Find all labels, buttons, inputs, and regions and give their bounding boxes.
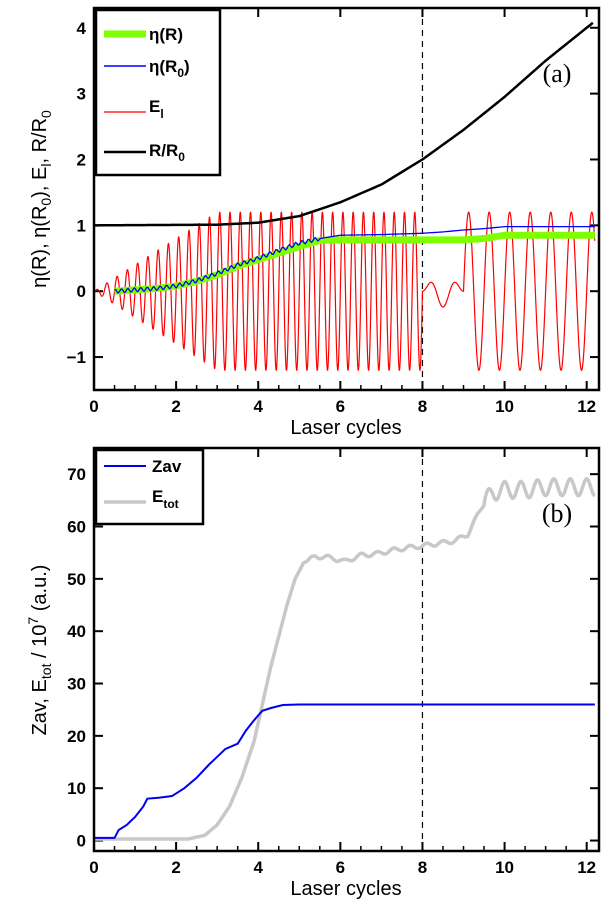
series-zav-line	[94, 703, 595, 839]
series-eta-r0-line	[114, 226, 595, 294]
panel-b-y-axis-label: Zav, Etot / 107 (a.u.)	[25, 565, 54, 736]
x-tick-label: 10	[495, 858, 514, 877]
panel-b-ticks: 0 2 4 6 8 10 12 0 10 20 30 40 50 60 70	[67, 448, 599, 877]
series-r-over-r0-line	[94, 21, 594, 227]
panel-b-legend-box	[94, 448, 205, 526]
x-tick-label: 10	[495, 397, 514, 416]
y-tick-label: 30	[67, 675, 86, 694]
x-tick-label: 12	[577, 858, 596, 877]
panel-a-x-axis-label: Laser cycles	[290, 417, 401, 439]
y-tick-label: 20	[67, 727, 86, 746]
panel-a-label: (a)	[543, 59, 572, 88]
x-tick-label: 2	[171, 858, 180, 877]
panel-b-x-axis-label: Laser cycles	[290, 878, 401, 900]
x-tick-label: 0	[89, 397, 98, 416]
y-tick-label: 0	[77, 832, 86, 851]
y-tick-label: 50	[67, 570, 86, 589]
x-tick-label: 4	[253, 397, 263, 416]
y-tick-label: −1	[67, 348, 86, 367]
y-tick-label: 0	[77, 282, 86, 301]
y-tick-label: 40	[67, 622, 86, 641]
legend-label-el: El	[149, 97, 164, 121]
x-tick-label: 4	[253, 858, 263, 877]
x-tick-label: 0	[89, 858, 98, 877]
legend-label-eta-r: η(R)	[149, 25, 183, 44]
x-tick-label: 8	[418, 397, 427, 416]
x-tick-label: 12	[577, 397, 596, 416]
series-etot-line	[94, 476, 596, 841]
y-tick-label: 10	[67, 779, 86, 798]
legend-label-zav: Zav	[152, 457, 182, 476]
y-tick-label: 2	[77, 150, 86, 169]
x-tick-label: 2	[171, 397, 180, 416]
y-tick-label: 3	[77, 85, 86, 104]
x-tick-label: 6	[336, 397, 345, 416]
panel-a-legend: η(R) η(R0) El R/R0	[94, 8, 222, 177]
panel-a-y-axis-label: η(R), η(R0), El, R/R0	[29, 110, 54, 288]
series-eta-r-line	[114, 231, 595, 295]
panel-b-frame	[92, 446, 601, 853]
panel-a-frame	[92, 6, 601, 392]
y-tick-label: 4	[77, 19, 87, 38]
y-tick-label: 1	[77, 216, 86, 235]
y-tick-label: 70	[67, 465, 86, 484]
panel-b-label: (b)	[542, 499, 572, 528]
legend-label-r-over-r0: R/R0	[149, 141, 185, 164]
x-tick-label: 6	[336, 858, 345, 877]
x-tick-label: 8	[418, 858, 427, 877]
y-tick-label: 60	[67, 518, 86, 537]
panel-b: 0 2 4 6 8 10 12 0 10 20 30 40 50 60 70 Zav Etot (b) La…	[25, 446, 601, 900]
panel-b-legend: Zav Etot	[94, 448, 205, 526]
